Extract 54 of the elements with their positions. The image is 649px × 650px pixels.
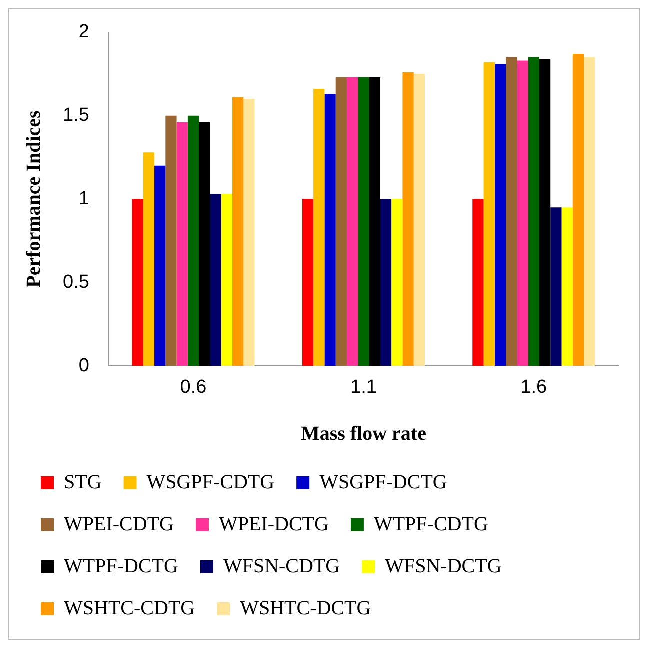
bar bbox=[539, 59, 551, 366]
bar bbox=[210, 194, 222, 366]
legend-label: WSHTC-DCTG bbox=[240, 597, 372, 620]
bar bbox=[358, 77, 370, 366]
bar bbox=[380, 199, 392, 366]
bar bbox=[314, 89, 325, 366]
bar bbox=[472, 199, 484, 366]
y-tick-label: 2 bbox=[78, 22, 90, 43]
x-axis-title: Mass flow rate bbox=[300, 423, 427, 446]
bar bbox=[143, 152, 155, 366]
x-tick-label: 1.6 bbox=[520, 376, 548, 398]
bar bbox=[199, 122, 210, 366]
y-tick-label: 1.5 bbox=[62, 105, 90, 126]
legend-label: STG bbox=[64, 471, 102, 494]
x-tick-label: 1.1 bbox=[350, 376, 377, 398]
bar bbox=[244, 99, 255, 366]
bar bbox=[232, 97, 244, 366]
bar bbox=[402, 72, 414, 366]
legend-label: WTPF-DCTG bbox=[64, 555, 178, 578]
legend-label: WTPF-CDTG bbox=[374, 513, 488, 536]
bar bbox=[494, 64, 506, 366]
bar bbox=[369, 77, 380, 366]
bar bbox=[484, 62, 495, 366]
legend-label: WPEI-CDTG bbox=[64, 513, 174, 536]
legend-label: WFSN-CDTG bbox=[223, 555, 340, 578]
bar bbox=[336, 77, 347, 366]
bar bbox=[392, 199, 403, 366]
bar bbox=[302, 199, 314, 366]
bar bbox=[584, 57, 596, 366]
bar bbox=[414, 74, 425, 366]
bar bbox=[550, 208, 562, 366]
legend-label: WSHTC-CDTG bbox=[64, 597, 196, 620]
bar bbox=[132, 199, 144, 366]
legend-label: WSGPF-CDTG bbox=[146, 471, 275, 494]
bar bbox=[166, 116, 177, 366]
bar bbox=[176, 122, 188, 366]
bar bbox=[528, 57, 540, 366]
bar bbox=[562, 208, 573, 366]
x-tick-label: 0.6 bbox=[180, 376, 207, 398]
bar bbox=[346, 77, 358, 366]
bar bbox=[324, 94, 336, 366]
y-tick-label: 1 bbox=[78, 188, 90, 210]
legend-label: WPEI-DCTG bbox=[218, 513, 329, 536]
legend-label: WSGPF-DCTG bbox=[320, 471, 448, 494]
bar bbox=[572, 54, 584, 366]
bar bbox=[517, 60, 528, 366]
bar bbox=[154, 166, 166, 366]
bar bbox=[221, 194, 232, 366]
legend-label: WFSN-DCTG bbox=[385, 555, 502, 578]
y-tick-label: 0.5 bbox=[62, 272, 90, 293]
y-axis-title: Performance Indices bbox=[23, 110, 46, 288]
y-tick-label: 0 bbox=[78, 355, 90, 376]
bar bbox=[506, 57, 518, 366]
bar bbox=[188, 116, 200, 366]
